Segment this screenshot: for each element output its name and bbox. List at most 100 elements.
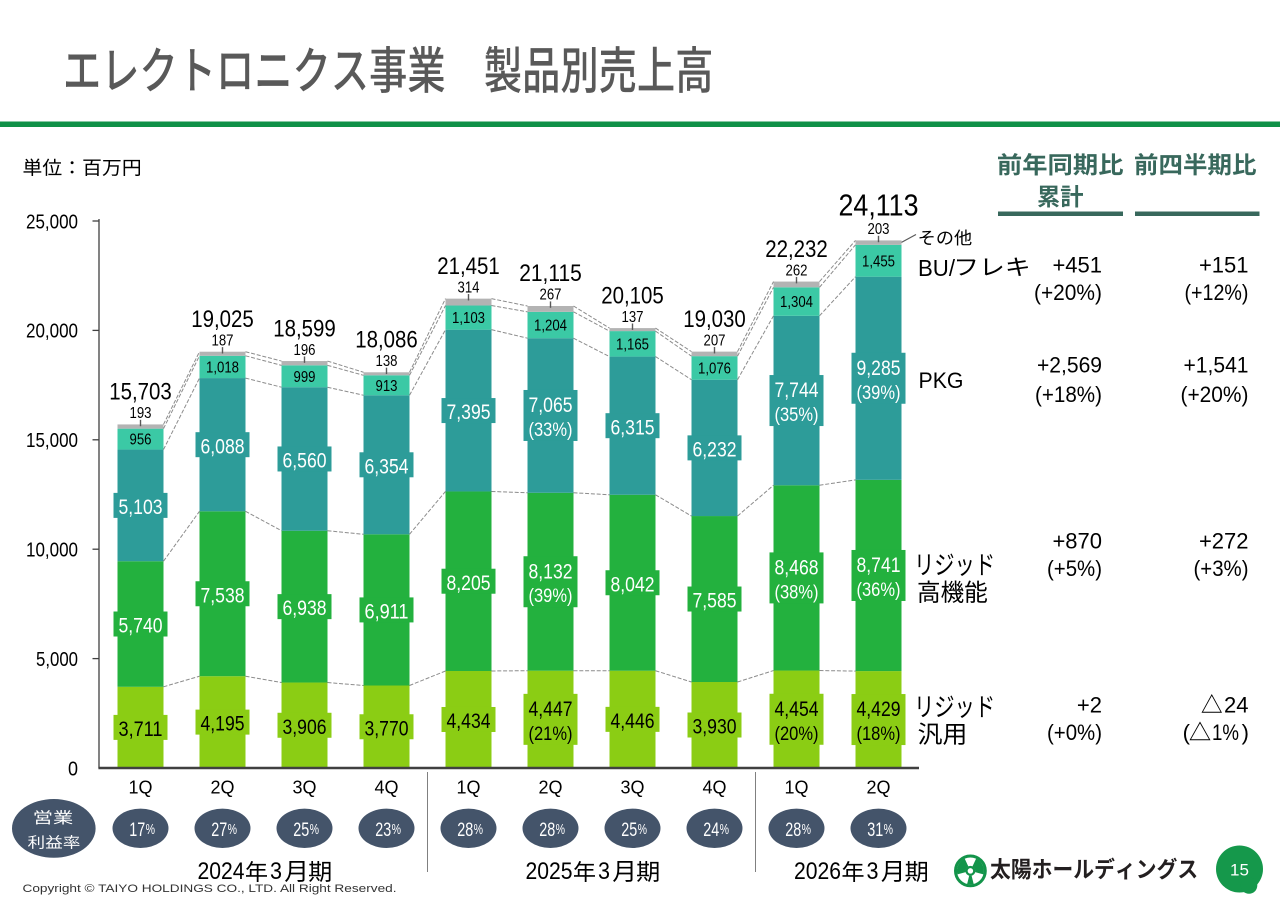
svg-text:314: 314 [458,279,480,296]
svg-text:+870: +870 [1052,529,1102,554]
svg-text:4Q: 4Q [702,778,726,798]
svg-text:4,454: 4,454 [775,697,819,721]
svg-text:4,447: 4,447 [529,697,573,721]
svg-text:196: 196 [294,342,316,359]
svg-text:20,000: 20,000 [26,321,78,343]
svg-text:20,105: 20,105 [601,282,664,309]
svg-text:%: % [802,822,811,838]
svg-text:(20%): (20%) [775,724,819,745]
svg-text:8,042: 8,042 [611,572,655,596]
svg-text:3: 3 [867,858,879,885]
svg-text:1Q: 1Q [128,778,152,798]
svg-text:1,204: 1,204 [534,318,567,335]
svg-text:7,065: 7,065 [529,393,573,417]
svg-text:(39%): (39%) [857,383,901,404]
svg-text:): ) [1242,720,1249,745]
svg-text:4,434: 4,434 [447,709,491,733]
svg-text:4,446: 4,446 [611,709,655,733]
svg-text:%: % [228,822,237,838]
svg-text:+151: +151 [1199,253,1249,278]
svg-text:(+3%): (+3%) [1194,556,1249,581]
svg-text:2Q: 2Q [210,778,234,798]
svg-text:9,285: 9,285 [857,356,901,380]
svg-text:2024: 2024 [198,858,245,885]
svg-text:7,538: 7,538 [201,583,245,607]
svg-text:18,086: 18,086 [355,326,418,353]
svg-text:27: 27 [211,820,227,841]
svg-text:207: 207 [704,332,726,349]
svg-text:%: % [884,822,893,838]
svg-text:0: 0 [68,758,78,780]
svg-text:31: 31 [867,820,883,841]
svg-text:%: % [556,822,565,838]
svg-text:15,000: 15,000 [26,430,78,452]
svg-text:25: 25 [293,820,309,841]
svg-text:(: ( [1183,720,1191,745]
svg-text:+2: +2 [1077,693,1102,718]
svg-text:203: 203 [868,221,890,238]
svg-text:3Q: 3Q [292,778,316,798]
svg-text:Copyright © TAIYO HOLDINGS CO.: Copyright © TAIYO HOLDINGS CO., LTD. All… [23,883,397,895]
svg-text:3,906: 3,906 [283,715,327,739]
svg-text:999: 999 [294,369,316,386]
svg-text:3,930: 3,930 [693,715,737,739]
svg-text:2Q: 2Q [866,778,890,798]
svg-text:956: 956 [130,432,152,449]
svg-text:(38%): (38%) [775,582,819,603]
svg-text:17: 17 [129,820,145,841]
svg-text:6,088: 6,088 [201,434,245,458]
svg-text:28: 28 [785,820,801,841]
svg-text:8,205: 8,205 [447,571,491,595]
svg-text:3Q: 3Q [620,778,644,798]
svg-text:(+12%): (+12%) [1185,280,1249,305]
svg-text:%: % [638,822,647,838]
svg-text:1,018: 1,018 [206,360,239,377]
svg-text:21,451: 21,451 [437,253,500,280]
svg-text:21,115: 21,115 [519,260,582,287]
svg-text:25: 25 [621,820,637,841]
svg-text:19,030: 19,030 [683,306,746,333]
svg-text:1Q: 1Q [784,778,808,798]
svg-text:6,911: 6,911 [365,600,409,624]
svg-text:%: % [146,822,155,838]
svg-text:1,103: 1,103 [452,310,485,327]
svg-text:+1,541: +1,541 [1184,353,1249,378]
svg-text:6,354: 6,354 [365,454,409,478]
svg-text:5,000: 5,000 [36,649,78,671]
svg-text:BU/: BU/ [918,255,956,281]
svg-text:1,455: 1,455 [862,253,895,270]
svg-text:(18%): (18%) [857,724,901,745]
svg-text:28: 28 [539,820,555,841]
svg-text:%: % [392,822,401,838]
svg-text:187: 187 [212,332,234,349]
svg-text:24: 24 [1224,693,1249,718]
svg-text:10,000: 10,000 [26,540,78,562]
svg-text:(36%): (36%) [857,580,901,601]
svg-text:2026: 2026 [794,858,841,885]
svg-text:+451: +451 [1052,253,1102,278]
svg-text:5,103: 5,103 [119,495,163,519]
svg-text:15,703: 15,703 [109,379,172,406]
svg-text:+2,569: +2,569 [1037,353,1102,378]
svg-text:913: 913 [376,378,398,395]
svg-text:6,232: 6,232 [693,437,737,461]
svg-text:1%: 1% [1212,720,1239,745]
svg-text:1,304: 1,304 [780,294,813,311]
svg-text:PKG: PKG [919,368,964,393]
svg-text:193: 193 [130,405,152,422]
svg-text:7,744: 7,744 [775,378,819,402]
svg-text:+272: +272 [1199,529,1249,554]
svg-text:%: % [474,822,483,838]
svg-text:262: 262 [786,262,808,279]
svg-text:137: 137 [622,309,644,326]
svg-text:4,429: 4,429 [857,697,901,721]
svg-text:4,195: 4,195 [201,712,245,736]
svg-text:%: % [720,822,729,838]
svg-text:1,076: 1,076 [698,361,731,378]
svg-text:8,132: 8,132 [529,559,573,583]
svg-text:4Q: 4Q [374,778,398,798]
svg-text:19,025: 19,025 [191,306,254,333]
svg-text:267: 267 [540,287,562,304]
svg-text:(+5%): (+5%) [1047,556,1102,581]
svg-text:7,585: 7,585 [693,589,737,613]
